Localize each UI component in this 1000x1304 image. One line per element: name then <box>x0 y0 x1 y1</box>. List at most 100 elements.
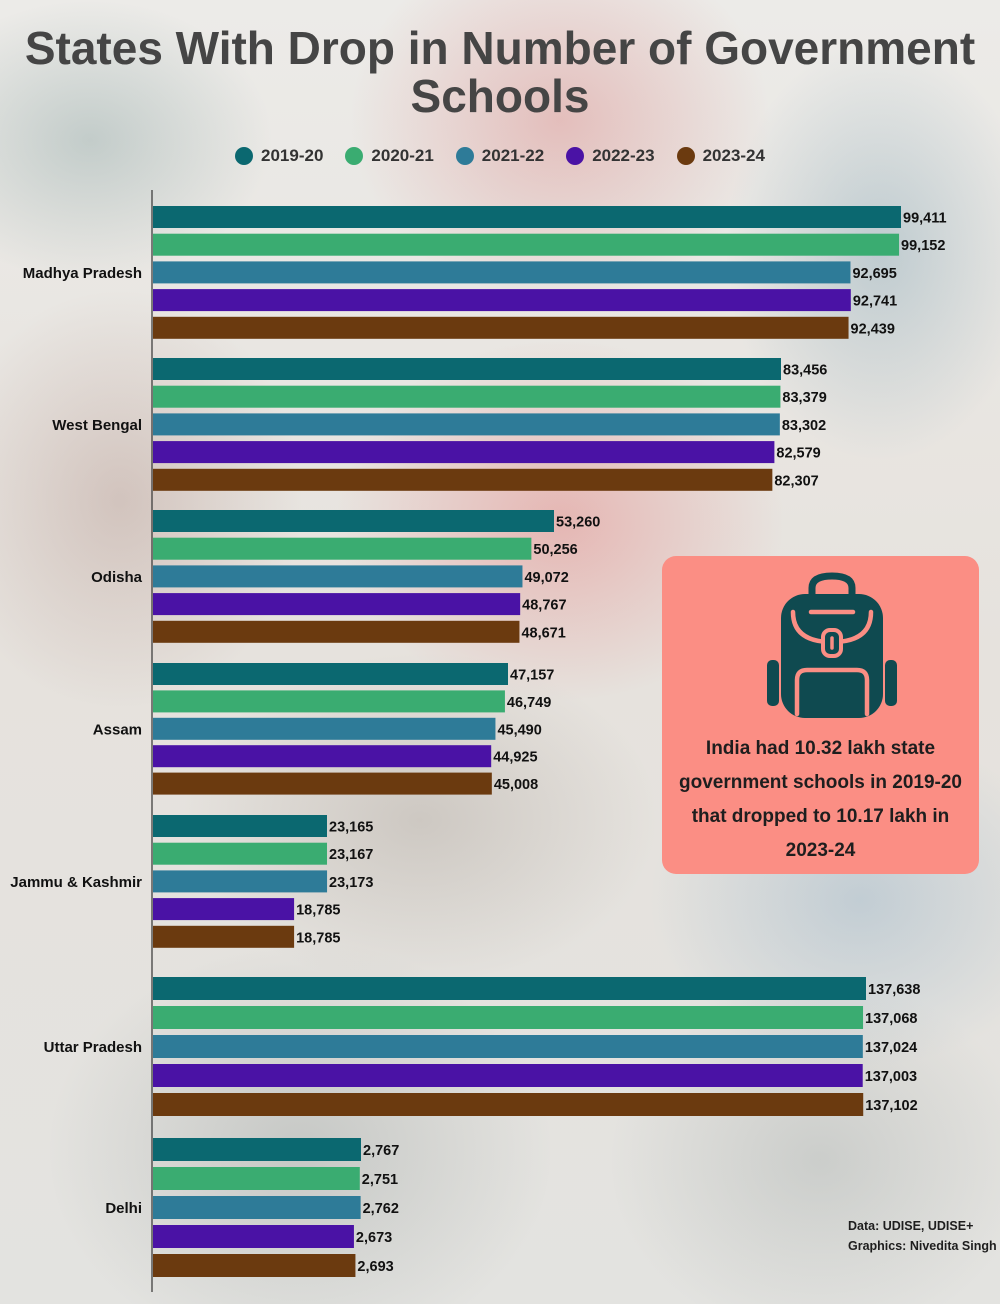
category-label: Odisha <box>91 569 143 586</box>
bar-value-label: 92,695 <box>852 266 896 282</box>
bar <box>153 413 780 436</box>
source-credits: Data: UDISE, UDISE+ Graphics: Nivedita S… <box>848 1216 997 1256</box>
legend-swatch <box>345 147 364 165</box>
backpack-icon <box>767 572 897 718</box>
legend-swatch <box>455 147 474 165</box>
bar-value-label: 99,411 <box>903 211 947 227</box>
category-label: Uttar Pradesh <box>44 1039 142 1056</box>
bar-value-label: 2,751 <box>362 1172 398 1188</box>
bar <box>153 385 781 408</box>
bar <box>153 620 520 643</box>
bar-value-label: 23,165 <box>329 820 373 836</box>
category-label: Delhi <box>105 1200 142 1217</box>
bar-value-label: 49,072 <box>524 570 568 586</box>
bar-value-label: 2,767 <box>363 1143 399 1159</box>
bar-value-label: 82,307 <box>774 473 818 489</box>
bar <box>153 1167 360 1190</box>
legend-label: 2019-20 <box>261 146 324 165</box>
bar-value-label: 18,785 <box>296 930 340 946</box>
category-label: West Bengal <box>52 417 142 434</box>
bar-value-label: 92,741 <box>853 294 897 310</box>
bar <box>153 441 775 464</box>
legend: 2019-20 2020-21 2021-22 2022-23 2023-24 <box>0 146 1000 166</box>
chart-title: States With Drop in Number of Government… <box>24 22 976 122</box>
legend-item-2021-22: 2021-22 <box>455 146 544 166</box>
bar <box>153 842 328 865</box>
bar <box>153 1035 863 1058</box>
legend-swatch <box>235 147 254 165</box>
bar-value-label: 48,767 <box>522 598 566 614</box>
bar <box>153 1196 361 1219</box>
bar <box>153 745 492 768</box>
legend-swatch <box>566 147 585 165</box>
bar-value-label: 137,102 <box>865 1098 917 1114</box>
bar <box>153 233 900 256</box>
bar <box>153 468 773 491</box>
bar-value-label: 137,003 <box>865 1069 917 1085</box>
bar-value-label: 83,302 <box>782 418 826 434</box>
bar-value-label: 45,490 <box>497 722 541 738</box>
category-label: Jammu & Kashmir <box>10 874 142 891</box>
bar <box>153 261 851 284</box>
legend-label: 2023-24 <box>702 146 765 165</box>
category-label: Assam <box>93 721 142 738</box>
category-label: Madhya Pradesh <box>23 265 142 282</box>
bar <box>153 1254 356 1277</box>
callout-box: India had 10.32 lakh state government sc… <box>662 556 979 874</box>
bar <box>153 510 554 532</box>
bar-value-label: 46,749 <box>507 695 551 711</box>
bar-value-label: 92,439 <box>851 321 895 337</box>
bar-value-label: 45,008 <box>494 777 538 793</box>
legend-label: 2022-23 <box>592 146 655 165</box>
bar <box>153 1138 361 1161</box>
bar-value-label: 83,379 <box>782 390 826 406</box>
bar <box>153 977 866 1000</box>
bar <box>153 358 781 380</box>
bar-value-label: 2,673 <box>356 1230 392 1246</box>
bar-value-label: 99,152 <box>901 238 945 254</box>
bar <box>153 1225 354 1248</box>
bar <box>153 1006 864 1029</box>
bar <box>153 316 849 339</box>
bar <box>153 717 496 740</box>
bar <box>153 772 492 795</box>
bar-value-label: 23,167 <box>329 847 373 863</box>
bar-value-label: 50,256 <box>533 542 577 558</box>
bar-value-label: 44,925 <box>493 750 537 766</box>
bar <box>153 815 327 837</box>
bar-value-label: 83,456 <box>783 363 827 379</box>
bar-value-label: 23,173 <box>329 875 373 891</box>
bar <box>153 690 505 713</box>
bar-value-label: 2,762 <box>363 1201 399 1217</box>
bar-value-label: 82,579 <box>776 446 820 462</box>
bar-value-label: 48,671 <box>521 625 565 641</box>
legend-swatch <box>676 147 695 165</box>
bar-value-label: 18,785 <box>296 903 340 919</box>
bar <box>153 898 295 921</box>
bar <box>153 537 532 560</box>
legend-item-2019-20: 2019-20 <box>235 146 323 166</box>
source-graphics-line: Graphics: Nivedita Singh <box>848 1239 997 1253</box>
bar-value-label: 137,024 <box>865 1040 917 1056</box>
legend-item-2023-24: 2023-24 <box>676 146 765 166</box>
bar <box>153 206 901 228</box>
bar <box>153 565 523 588</box>
legend-item-2020-21: 2020-21 <box>345 146 434 166</box>
bar <box>153 1093 864 1116</box>
legend-label: 2020-21 <box>371 146 434 165</box>
legend-item-2022-23: 2022-23 <box>566 146 655 166</box>
source-data-line: Data: UDISE, UDISE+ <box>848 1219 974 1233</box>
bar-value-label: 137,068 <box>865 1011 917 1027</box>
bar-value-label: 53,260 <box>556 515 600 531</box>
bar-value-label: 47,157 <box>510 668 554 684</box>
callout-text: India had 10.32 lakh state government sc… <box>679 738 962 861</box>
bar <box>153 870 328 893</box>
bar <box>153 925 295 948</box>
bar <box>153 289 851 312</box>
bar <box>153 593 521 616</box>
bar <box>153 663 508 685</box>
bar-value-label: 137,638 <box>868 982 920 998</box>
bar-value-label: 2,693 <box>357 1259 393 1275</box>
bar <box>153 1064 863 1087</box>
